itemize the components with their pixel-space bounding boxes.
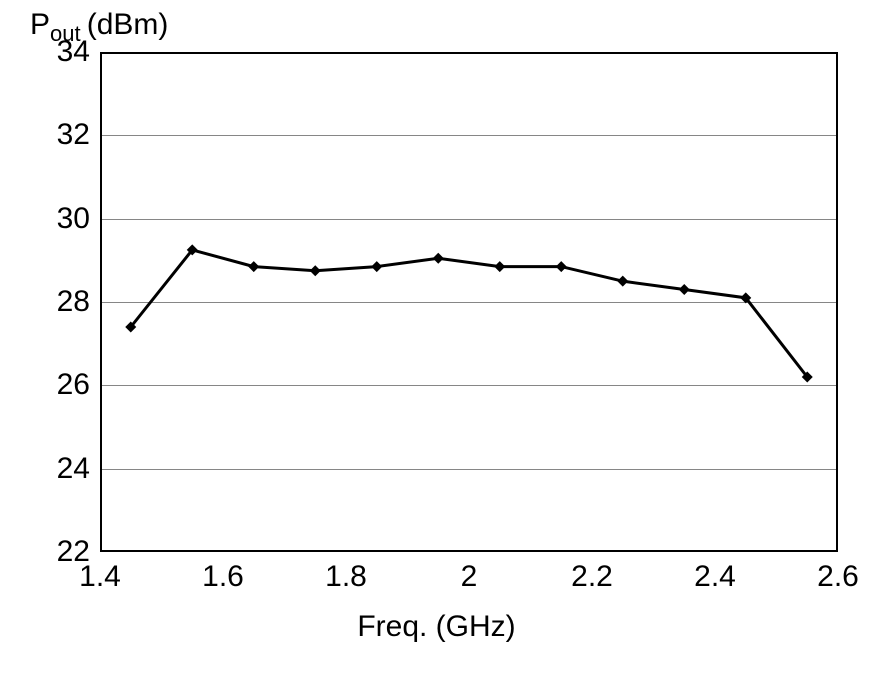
data-point-marker	[310, 265, 321, 276]
data-point-marker	[494, 261, 505, 272]
x-tick-label: 2.4	[694, 560, 736, 594]
series-line	[131, 250, 808, 377]
y-tick-label: 28	[30, 285, 90, 319]
chart-container: Pout (dBm) 22242628303234 1.41.61.822.22…	[0, 0, 873, 673]
data-point-marker	[679, 284, 690, 295]
x-axis-title: Freq. (GHz)	[0, 610, 873, 644]
x-tick-label: 2	[461, 560, 478, 594]
data-point-marker	[248, 261, 259, 272]
data-point-marker	[433, 253, 444, 264]
y-tick-label: 30	[30, 202, 90, 236]
y-tick-label: 32	[30, 118, 90, 152]
x-tick-label: 1.8	[325, 560, 367, 594]
data-point-marker	[371, 261, 382, 272]
x-tick-label: 2.2	[571, 560, 613, 594]
x-axis-title-text: Freq. (GHz)	[357, 610, 515, 643]
x-tick-label: 2.6	[817, 560, 859, 594]
plot-area	[100, 52, 838, 552]
y-tick-label: 34	[30, 35, 90, 69]
y-tick-label: 24	[30, 452, 90, 486]
x-tick-label: 1.6	[202, 560, 244, 594]
data-point-marker	[617, 276, 628, 287]
data-point-marker	[556, 261, 567, 272]
y-tick-label: 26	[30, 368, 90, 402]
data-series-svg	[100, 52, 838, 552]
x-tick-label: 1.4	[79, 560, 121, 594]
